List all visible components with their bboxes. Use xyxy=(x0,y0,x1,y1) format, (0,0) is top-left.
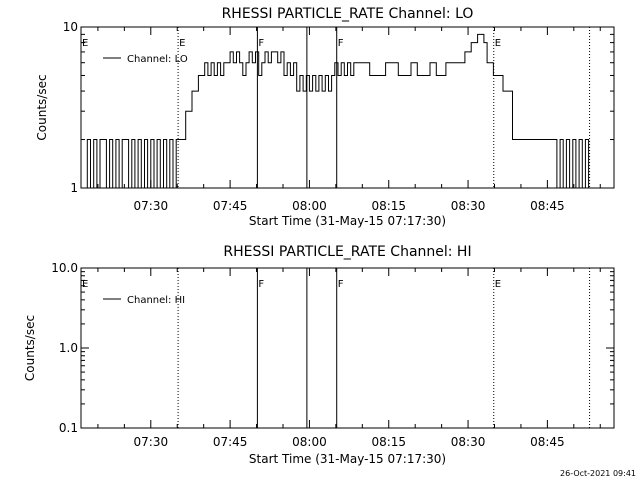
x-axis-label: Start Time (31-May-15 07:17:30) xyxy=(249,452,446,466)
event-marker-label: E xyxy=(179,38,185,49)
event-marker-label: E xyxy=(495,38,501,49)
event-marker-label: E xyxy=(495,279,501,290)
event-marker-label: F xyxy=(258,38,264,49)
x-tick-label: 08:15 xyxy=(371,435,406,449)
x-tick-label: 07:45 xyxy=(213,199,248,213)
event-marker-label: F xyxy=(338,38,344,49)
y-axis-label: Counts/sec xyxy=(23,315,37,381)
x-tick-label: 07:30 xyxy=(134,199,169,213)
x-axis-label: Start Time (31-May-15 07:17:30) xyxy=(249,214,446,228)
x-tick-label: 08:45 xyxy=(530,199,565,213)
y-tick-label: 10.0 xyxy=(51,261,78,275)
generation-timestamp: 26-Oct-2021 09:41 xyxy=(560,469,636,478)
x-tick-label: 07:30 xyxy=(134,435,169,449)
series-line xyxy=(84,33,591,189)
hi-channel-panel: RHESSI PARTICLE_RATE Channel: HI 07:30 07:… xyxy=(23,244,615,466)
legend-label: Channel: HI xyxy=(127,295,185,306)
axis-edge-flag-label: E xyxy=(82,38,88,49)
x-tick-label: 08:00 xyxy=(292,435,327,449)
x-tick-label: 07:45 xyxy=(213,435,248,449)
x-tick-label: 08:45 xyxy=(530,435,565,449)
event-marker-label: F xyxy=(258,279,264,290)
y-axis-label: Counts/sec xyxy=(35,74,49,140)
y-tick-label: 1 xyxy=(70,181,78,195)
chart-title: RHESSI PARTICLE_RATE Channel: HI xyxy=(223,244,471,260)
legend-label: Channel: LO xyxy=(127,54,188,65)
x-tick-label: 08:30 xyxy=(451,199,486,213)
x-tick-label: 08:15 xyxy=(371,199,406,213)
x-tick-label: 08:30 xyxy=(451,435,486,449)
plot-frame xyxy=(80,26,615,189)
axis-edge-flag-label: E xyxy=(82,279,88,290)
chart-title: RHESSI PARTICLE_RATE Channel: LO xyxy=(222,6,474,22)
y-tick-label: 1.0 xyxy=(59,341,78,355)
lo-channel-panel: RHESSI PARTICLE_RATE Channel: LO 07:30 07:… xyxy=(35,6,615,228)
x-tick-label: 08:00 xyxy=(292,199,327,213)
event-marker-label: F xyxy=(338,279,344,290)
y-tick-label: 0.1 xyxy=(59,421,78,435)
y-tick-label: 10 xyxy=(63,20,78,34)
